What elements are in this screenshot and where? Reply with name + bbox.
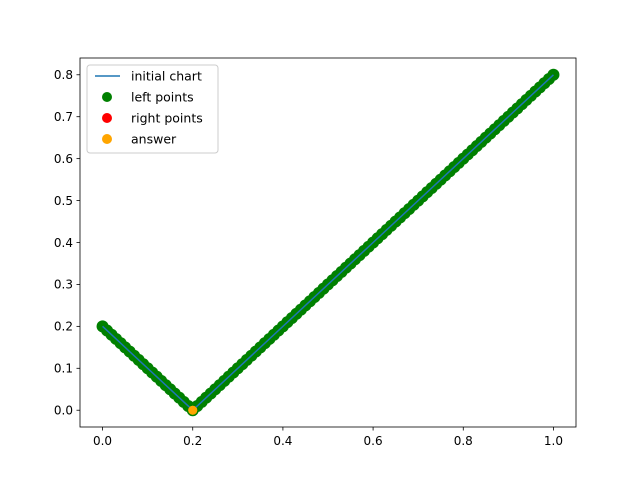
y-tick-label: 0.1 (54, 362, 73, 376)
y-tick-label: 0.3 (54, 278, 73, 292)
x-axis-ticks: 0.0 0.2 0.4 0.6 0.8 1.0 (93, 427, 563, 448)
legend: initial chart left points right points answ… (86, 64, 219, 154)
plot-content (96, 68, 560, 417)
y-tick-label: 0.4 (54, 236, 73, 250)
x-tick-label: 0.0 (93, 434, 112, 448)
x-tick-label: 1.0 (544, 434, 563, 448)
y-tick-label: 0.5 (54, 194, 73, 208)
x-tick-label: 0.4 (273, 434, 292, 448)
answer-point-top (188, 405, 198, 415)
legend-label: initial chart (131, 69, 202, 84)
legend-marker-swatch (102, 92, 112, 102)
y-tick-label: 0.7 (54, 110, 73, 124)
legend-label: left points (131, 90, 194, 105)
legend-box (86, 64, 219, 154)
legend-marker-swatch (102, 113, 112, 123)
legend-marker-swatch (102, 134, 112, 144)
y-tick-label: 0.0 (54, 404, 73, 418)
x-tick-label: 0.2 (183, 434, 202, 448)
x-tick-label: 0.8 (454, 434, 473, 448)
x-tick-label: 0.6 (364, 434, 383, 448)
legend-label: right points (131, 111, 203, 126)
y-axis-ticks: 0.0 0.1 0.2 0.3 0.4 0.5 0.6 0.7 0.8 (54, 68, 80, 418)
legend-label: answer (131, 132, 177, 147)
y-tick-label: 0.6 (54, 152, 73, 166)
y-tick-label: 0.8 (54, 68, 73, 82)
y-tick-label: 0.2 (54, 320, 73, 334)
